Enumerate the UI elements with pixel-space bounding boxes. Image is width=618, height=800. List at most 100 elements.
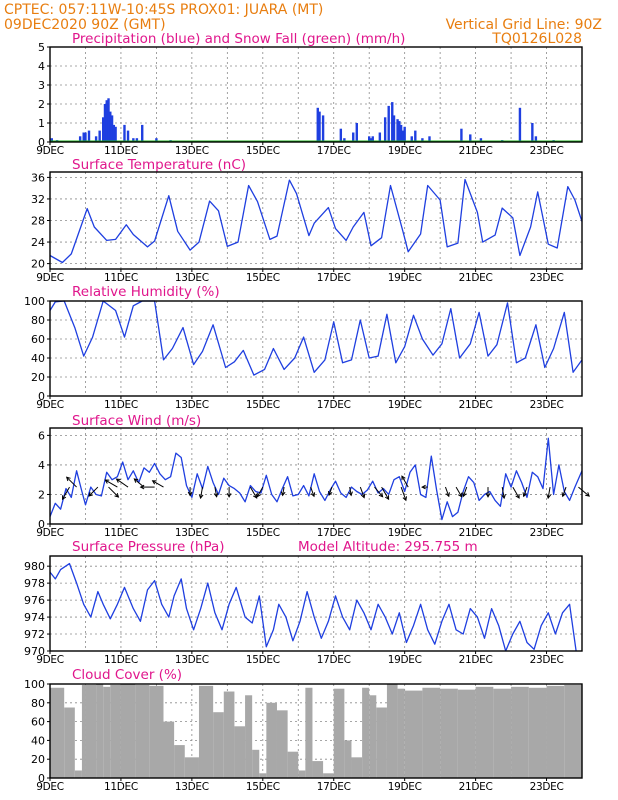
wind-arrow-shaft (108, 486, 119, 498)
wind-arrow-head (213, 492, 219, 498)
precip-bar (109, 111, 112, 142)
cloud-bar (103, 686, 111, 778)
cloud-bar (245, 695, 253, 778)
x-tick-label: 11DEC (104, 145, 138, 157)
precip-bar (401, 130, 405, 142)
cloud-bar (475, 686, 494, 778)
wind-arrow-head (198, 494, 204, 500)
y-tick-label: 40 (31, 352, 45, 365)
x-tick-label: 9DEC (36, 399, 64, 411)
wind-arrow (401, 475, 409, 488)
precip-bar (321, 115, 325, 142)
wind-arrow (280, 486, 286, 497)
wind-arrow-head (546, 494, 552, 500)
x-tick-label: 23DEC (530, 399, 564, 411)
wind-arrow (512, 486, 520, 499)
precip-bar (107, 98, 110, 142)
wind-arrow-head (151, 480, 157, 485)
y-tick-label: 60 (31, 333, 45, 346)
wind-arrow-shaft (562, 486, 567, 497)
x-tick-label: 15DEC (246, 654, 280, 666)
x-tick-label: 15DEC (246, 145, 280, 157)
x-tick-label: 13DEC (175, 272, 209, 284)
wind-arrow-shaft (401, 475, 409, 488)
pressure-line-group (50, 562, 577, 651)
pressure-line (50, 562, 577, 651)
wind-arrow-head (515, 493, 520, 499)
wind-arrow-shaft (310, 486, 315, 497)
precip-bar (105, 100, 108, 142)
cloud-cover-panel: 0 20 40 60 80 100 9DEC 11DEC 13DEC 15DEC 17DEC 19DE… (24, 678, 583, 793)
wind-arrow-head (115, 478, 121, 483)
wind-arrow (374, 486, 384, 498)
wind-arrow (115, 478, 129, 488)
wind-arrow-head (226, 493, 232, 498)
y-tick-label: 2 (38, 488, 45, 501)
y-tick-label: 20 (31, 371, 45, 384)
wind-panel-title: Surface Wind (m/s) (72, 413, 201, 429)
y-tick-label: 980 (24, 560, 45, 573)
humidity-line (49, 300, 583, 376)
wind-arrow-head (104, 479, 110, 484)
precip-bar (399, 124, 403, 142)
y-tick-label: 28 (31, 215, 45, 228)
wind-arrow-shaft (105, 479, 118, 488)
wind-arrow (65, 476, 77, 488)
x-tick-label: 21DEC (459, 781, 493, 793)
wind-arrow-head (421, 484, 426, 490)
cloud-bar (266, 702, 277, 778)
x-tick-label: 9DEC (36, 654, 64, 666)
wind-arrow-head (280, 491, 286, 497)
cloud-bar (298, 770, 306, 778)
precip-bar (87, 130, 91, 142)
wind-arrow-shaft (116, 478, 129, 488)
cloud-bar (213, 712, 224, 778)
wind-arrow-shaft (256, 486, 264, 498)
precip-bar (103, 104, 107, 142)
wind-arrow (213, 486, 219, 498)
precip-bar (410, 136, 413, 142)
wind-arrow-shaft (444, 486, 450, 497)
y-tick-label: 4 (38, 459, 45, 472)
cloud-bar (404, 690, 423, 778)
y-tick-label: 60 (31, 716, 45, 729)
x-tick-label: 21DEC (459, 145, 493, 157)
cloud-bar (333, 688, 345, 778)
x-tick-label: 9DEC (36, 272, 64, 284)
y-tick-label: 0 (38, 772, 45, 785)
precip-bar (123, 124, 126, 142)
precip-bar (110, 115, 114, 142)
cloud-bar (276, 710, 288, 778)
wind-arrow (187, 487, 193, 497)
y-tick-label: 32 (31, 193, 45, 206)
wind-arrow (104, 479, 118, 488)
wind-arrow-head (348, 491, 353, 497)
cloud-bar (120, 684, 136, 778)
pressure-panel-title: Surface Pressure (hPa) (72, 539, 225, 555)
wind-arrow-shaft (249, 486, 258, 499)
wind-arrow (88, 486, 99, 497)
x-tick-label: 21DEC (459, 272, 493, 284)
wind-arrow (546, 486, 552, 500)
cloud-bar (312, 761, 324, 778)
precip-bar (534, 136, 538, 142)
precip-bar (387, 105, 390, 142)
wind-arrow (310, 486, 316, 498)
precip-bar (355, 123, 358, 142)
wind-arrow-head (522, 492, 528, 498)
header-model-code: TQ0126L028 (491, 31, 582, 47)
precip-bar (518, 107, 522, 142)
wind-arrow (139, 484, 155, 490)
cloud-bar (493, 688, 512, 778)
wind-arrow-head (139, 484, 145, 490)
x-tick-label: 13DEC (175, 527, 209, 539)
precip-bar (383, 117, 387, 142)
pressure-altitude-annotation: Model Altitude: 295.755 m (298, 539, 478, 555)
temp-panel-title: Surface Temperature (nC) (72, 157, 246, 173)
cloud-bar (223, 691, 235, 778)
cloud-bar (85, 684, 97, 778)
cloud-bar (50, 687, 65, 778)
x-tick-label: 9DEC (36, 527, 64, 539)
precip-bar (114, 126, 117, 142)
wind-arrow-shaft (512, 486, 520, 499)
